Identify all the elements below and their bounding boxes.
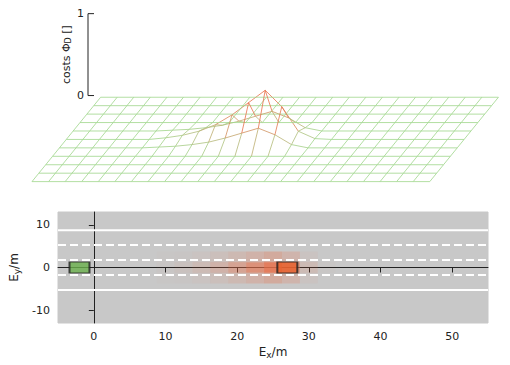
svg-text:50: 50 — [445, 330, 459, 343]
svg-text:40: 40 — [374, 330, 388, 343]
svg-text:D: D — [64, 37, 73, 44]
svg-text:/m: /m — [272, 345, 288, 359]
svg-text:/m: /m — [7, 253, 21, 269]
svg-text:x: x — [266, 349, 272, 360]
svg-text:y: y — [11, 268, 22, 275]
svg-text:1: 1 — [77, 7, 84, 20]
svg-text:[]: [] — [60, 25, 73, 37]
svg-text:0: 0 — [77, 89, 84, 102]
svg-text:10: 10 — [36, 218, 50, 231]
svg-text:0: 0 — [43, 261, 50, 274]
svg-text:10: 10 — [159, 330, 173, 343]
svg-text:-10: -10 — [32, 304, 50, 317]
svg-text:costs Φ: costs Φ — [60, 43, 73, 84]
svg-text:0: 0 — [90, 330, 97, 343]
svg-text:20: 20 — [230, 330, 244, 343]
svg-text:E: E — [259, 345, 267, 359]
svg-text:E: E — [7, 274, 21, 282]
svg-text:30: 30 — [302, 330, 316, 343]
